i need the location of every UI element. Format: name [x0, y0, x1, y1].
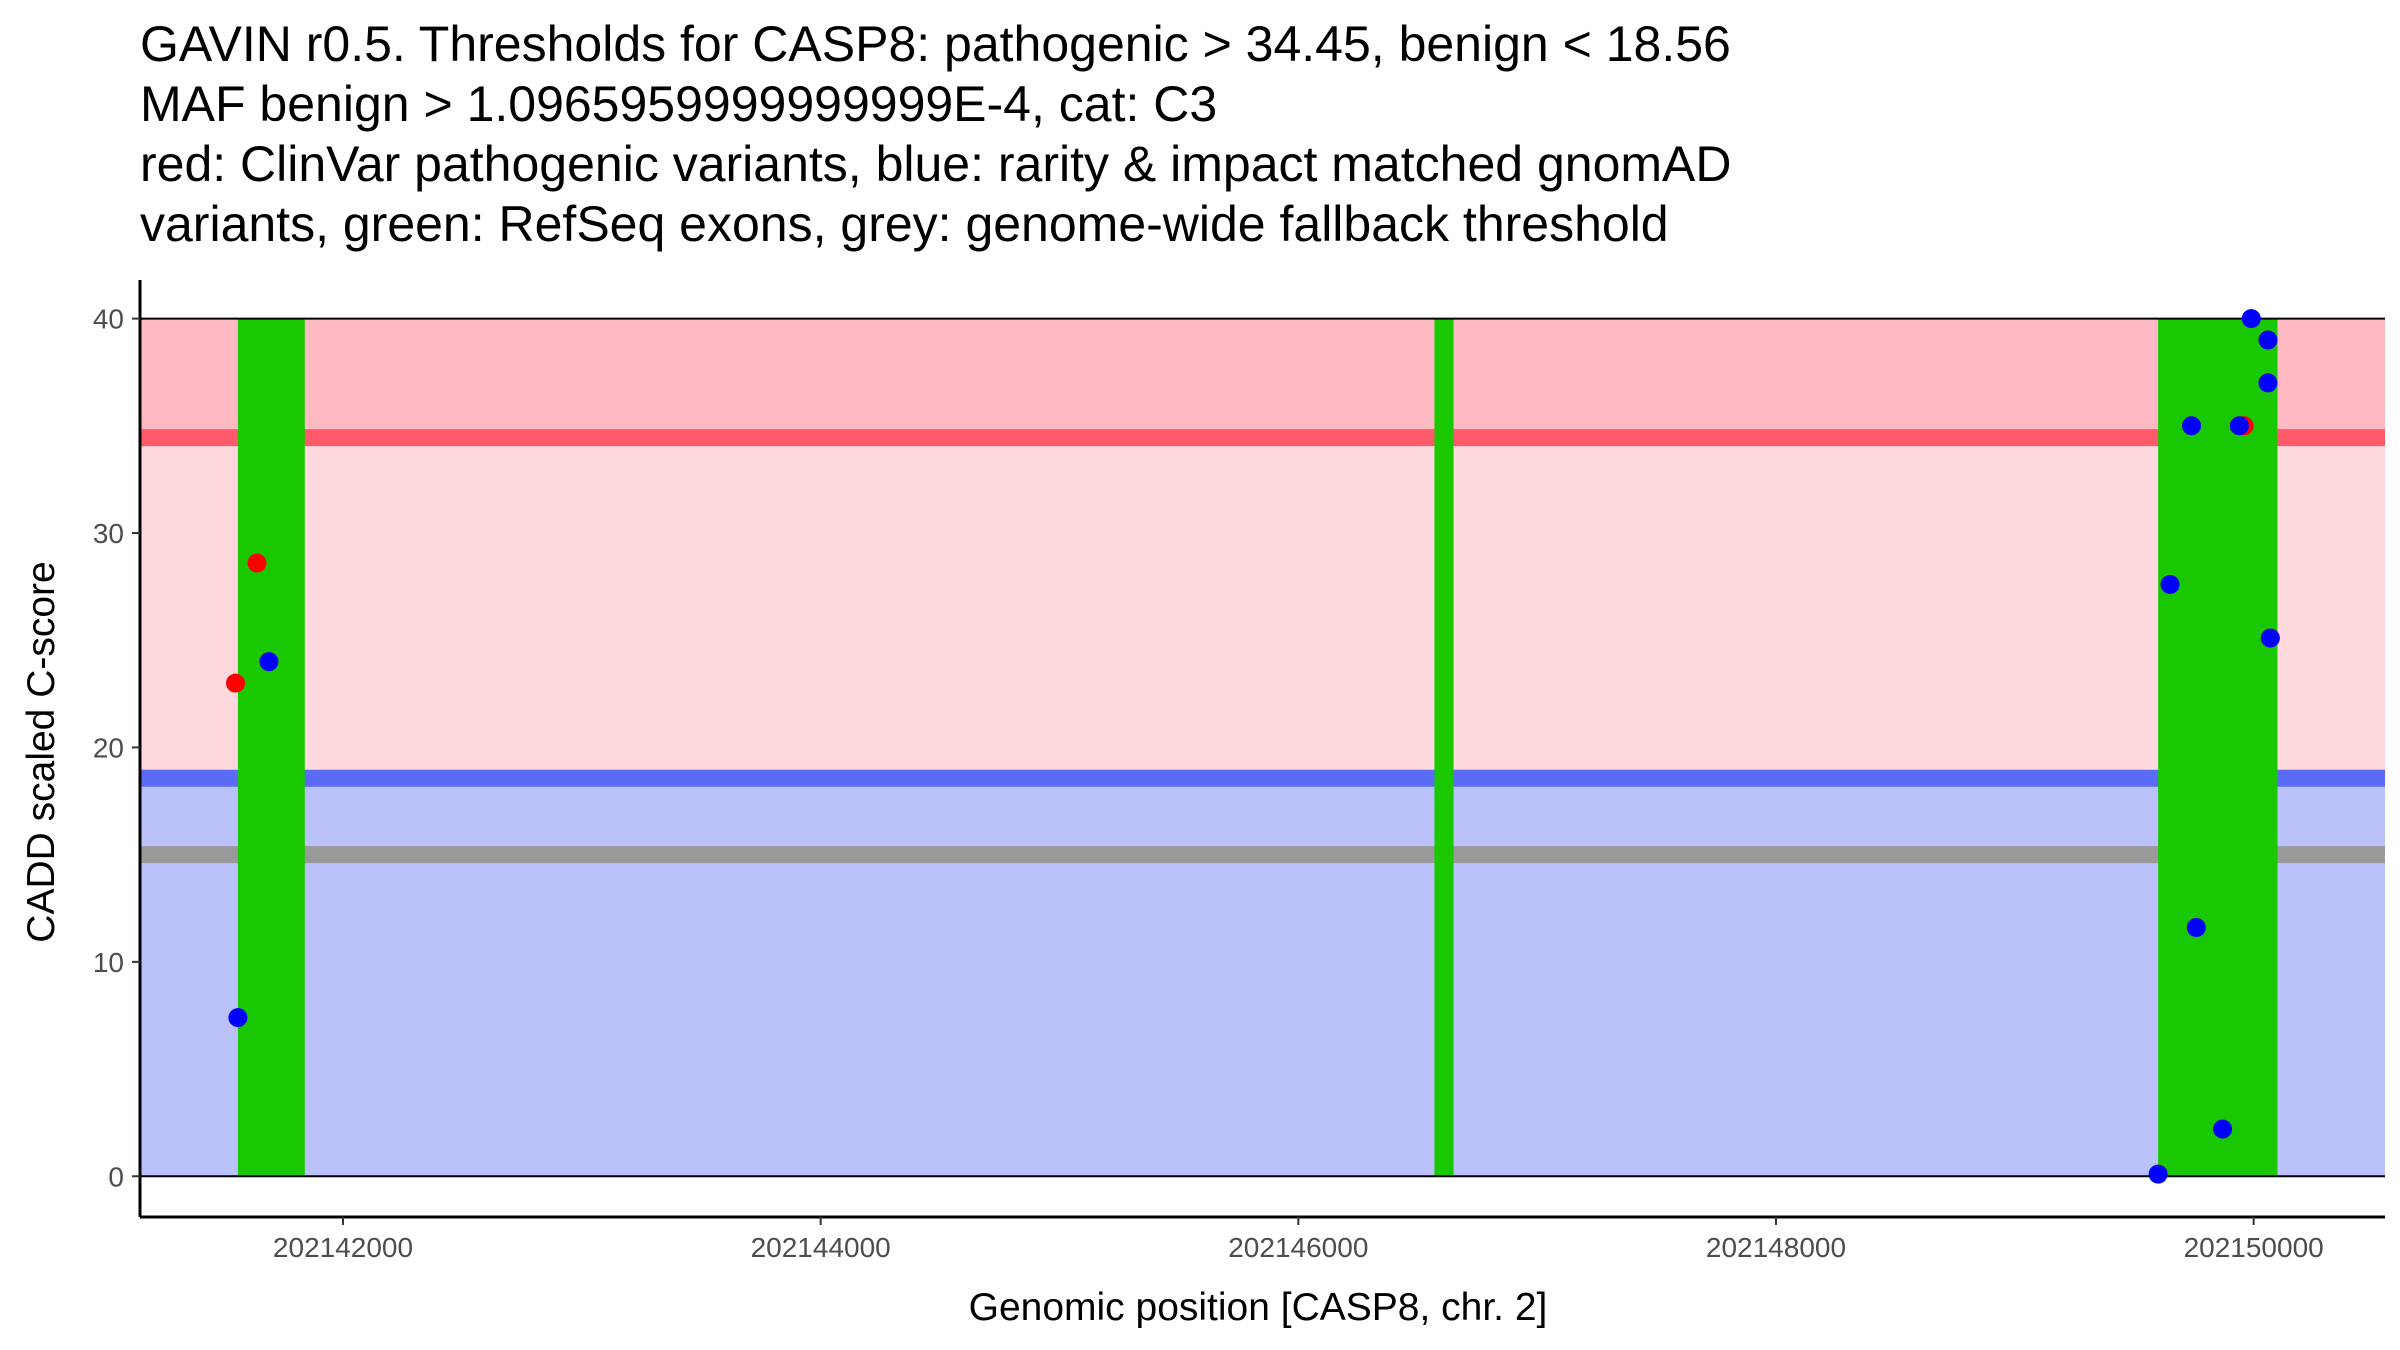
title-line-2: MAF benign > 1.0965959999999999E-4, cat:…	[140, 76, 1218, 132]
plot-frame-lines	[140, 317, 2385, 1178]
gnomad-point-9	[2241, 309, 2261, 329]
y-tick-label-10: 10	[93, 947, 124, 978]
title-line-4: variants, green: RefSeq exons, grey: gen…	[140, 196, 1669, 252]
x-tick-label-0: 202142000	[273, 1232, 413, 1263]
gnomad-point-6	[2186, 918, 2206, 938]
gnomad-point-8	[2229, 416, 2249, 436]
x-tick-label-3: 202148000	[1706, 1232, 1846, 1263]
exon-bars	[237, 318, 2278, 1177]
x-tick-label-4: 202150000	[2184, 1232, 2324, 1263]
gnomad-point-10	[2258, 330, 2278, 350]
axes: 0 10 20 30 40 202142000 202144000 202146000 2021…	[93, 280, 2385, 1263]
gnomad-point-4	[2160, 574, 2180, 594]
x-tick-label-2: 202146000	[1228, 1232, 1368, 1263]
y-tick-label-30: 30	[93, 518, 124, 549]
exon-bar-2	[1434, 318, 1454, 1177]
threshold-zones	[140, 318, 2385, 1177]
title-line-1: GAVIN r0.5. Thresholds for CASP8: pathog…	[140, 16, 1731, 72]
variant-points	[226, 309, 2280, 1184]
pathogenic-zone	[140, 318, 2385, 438]
y-tick-label-0: 0	[108, 1161, 124, 1192]
threshold-lines	[140, 429, 2385, 864]
clinvar-point-1	[226, 673, 246, 693]
gnomad-point-12	[2260, 628, 2280, 648]
y-axis-title: CADD scaled C-score	[20, 561, 63, 942]
exon-bar-3	[2158, 318, 2278, 1177]
x-axis-title: Genomic position [CASP8, chr. 2]	[969, 1286, 1548, 1329]
uncertain-zone	[140, 437, 2385, 779]
title-line-3: red: ClinVar pathogenic variants, blue: …	[140, 136, 1732, 192]
gnomad-point-3	[2148, 1164, 2168, 1184]
y-tick-label-20: 20	[93, 732, 124, 763]
chart-title: GAVIN r0.5. Thresholds for CASP8: pathog…	[140, 14, 2340, 254]
gnomad-point-5	[2182, 416, 2202, 436]
gnomad-point-7	[2213, 1119, 2233, 1139]
gnomad-point-1	[228, 1008, 248, 1028]
clinvar-point-2	[247, 553, 267, 573]
benign-zone	[140, 778, 2385, 1177]
gnomad-point-11	[2258, 373, 2278, 393]
x-tick-label-1: 202144000	[751, 1232, 891, 1263]
exon-bar-1	[237, 318, 305, 1177]
y-tick-label-40: 40	[93, 304, 124, 335]
gnomad-point-2	[259, 652, 279, 672]
